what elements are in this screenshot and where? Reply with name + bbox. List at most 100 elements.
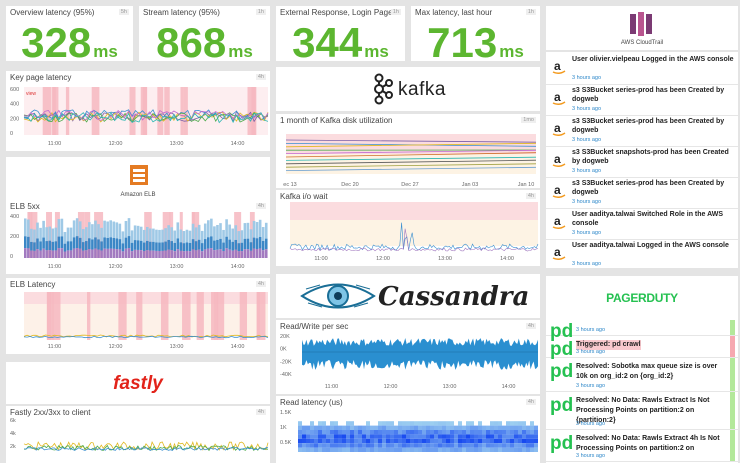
heatmap-cell bbox=[374, 443, 378, 448]
bar-segment bbox=[203, 239, 207, 250]
heatmap-cell bbox=[318, 447, 322, 452]
bar-segment bbox=[109, 220, 112, 238]
event-time[interactable]: 3 hours ago bbox=[576, 421, 606, 427]
bar-segment bbox=[33, 242, 36, 251]
bar-segment bbox=[152, 250, 155, 258]
heatmap-cell bbox=[386, 447, 390, 452]
fastly-2xx-widget[interactable]: Fastly 2xx/3xx to client 4h 6k 4k 2k bbox=[6, 406, 270, 463]
bar-segment bbox=[72, 237, 76, 249]
x-tick-label: Jan 10 bbox=[518, 182, 535, 188]
event-text: s3 S3Bucket series-prod has been Created… bbox=[572, 118, 725, 134]
heatmap-cell bbox=[438, 443, 442, 448]
bar-segment bbox=[225, 219, 228, 237]
heatmap-cell bbox=[510, 430, 514, 435]
kafka-io-widget[interactable]: Kafka i/o wait 4h 11:00 12:00 13:00 14:00 bbox=[276, 190, 540, 266]
heatmap-cell bbox=[350, 430, 354, 435]
event-time[interactable]: 3 hours ago bbox=[572, 137, 602, 143]
event-time[interactable]: 3 hours ago bbox=[576, 327, 606, 333]
event-time[interactable]: 3 hours ago bbox=[572, 199, 602, 205]
bar-segment bbox=[191, 223, 195, 240]
bar-segment bbox=[115, 238, 119, 250]
heatmap-cell bbox=[410, 421, 414, 426]
event-time[interactable]: 3 hours ago bbox=[576, 453, 606, 459]
max-latency-widget[interactable]: Max latency, last hour 1h 713 ms bbox=[411, 6, 540, 61]
heatmap-cell bbox=[534, 438, 538, 444]
heatmap-cell bbox=[362, 434, 366, 439]
cloudtrail-event[interactable]: a s3 S3Bucket snapshots-prod has been Cre… bbox=[546, 145, 738, 178]
amazon-icon: a bbox=[552, 245, 566, 261]
cassandra-rw-widget[interactable]: Read/Write per sec 4h 20K 0K -20K -40K 11:00… bbox=[276, 320, 540, 394]
heatmap-cell bbox=[394, 425, 398, 430]
cloudtrail-event[interactable]: a User aaditya.talwai Switched Role in th… bbox=[546, 207, 738, 240]
external-response-widget[interactable]: External Response, Login Page 1h 344 ms bbox=[276, 6, 405, 61]
bar-segment bbox=[66, 250, 70, 258]
bar-segment bbox=[176, 222, 180, 239]
x-tick-label: 13:00 bbox=[443, 384, 457, 390]
cloudtrail-event[interactable]: a s3 S3Bucket series-prod has been Create… bbox=[546, 83, 738, 116]
y-tick-label: 1K bbox=[280, 425, 287, 431]
elb-5xx-chart: 400 200 0 11:00 12:00 13:00 14:00 bbox=[10, 212, 268, 270]
cloudtrail-event[interactable]: a User olivier.vielpeau Logged in the AWS… bbox=[546, 52, 738, 85]
alert-band bbox=[256, 292, 266, 340]
x-tick-label: 14:00 bbox=[502, 384, 516, 390]
kafka-disk-widget[interactable]: 1 month of Kafka disk utilization 1mo ec… bbox=[276, 114, 540, 188]
heatmap-cell bbox=[466, 430, 470, 435]
event-time[interactable]: 3 hours ago bbox=[572, 75, 602, 81]
amazon-icon: a bbox=[552, 183, 566, 199]
heatmap-cell bbox=[306, 430, 310, 435]
bar-segment bbox=[188, 251, 192, 258]
event-time[interactable]: 3 hours ago bbox=[576, 349, 606, 355]
bar-segment bbox=[249, 250, 253, 258]
event-time[interactable]: 3 hours ago bbox=[572, 261, 602, 267]
elb-5xx-widget[interactable]: ELB 5xx 4h 400 200 0 11:00 12:00 13:00 14:00 bbox=[6, 200, 270, 274]
heatmap-cell bbox=[354, 438, 358, 444]
bar-segment bbox=[182, 243, 186, 252]
pagerduty-event[interactable]: pd 3 hours ago bbox=[546, 320, 738, 341]
pagerduty-event[interactable]: pd Triggered: pd crawl 3 hours ago bbox=[546, 336, 738, 359]
series-line bbox=[23, 334, 269, 338]
cloudtrail-event-stream[interactable]: a User olivier.vielpeau Logged in the AWS… bbox=[546, 52, 738, 268]
alert-band bbox=[182, 292, 191, 340]
key-page-latency-widget[interactable]: Key page latency 4h view 600 400 200 0 11:00 1… bbox=[6, 71, 270, 151]
cloudtrail-event[interactable]: a s3 S3Bucket series-prod has been Create… bbox=[546, 176, 738, 209]
heatmap-cell bbox=[334, 425, 338, 430]
key-page-latency-chart: view 600 400 200 0 11:00 12:00 13:00 14:00 bbox=[10, 87, 269, 147]
elb-latency-widget[interactable]: ELB Latency 4h 11:00 12:00 13:00 14:00 bbox=[6, 278, 270, 354]
bar-segment bbox=[149, 241, 152, 251]
y-tick-label: -20K bbox=[280, 359, 292, 365]
bar-segment bbox=[139, 240, 143, 251]
heatmap-cell bbox=[474, 425, 478, 430]
cloudtrail-event[interactable]: a User aaditya.talwai Logged in the AWS c… bbox=[546, 238, 738, 268]
event-time[interactable]: 3 hours ago bbox=[572, 106, 602, 112]
cassandra-read-latency-widget[interactable]: Read latency (us) 4h 1.5K 1K 0.5K bbox=[276, 396, 540, 463]
heatmap-cell bbox=[490, 421, 494, 426]
bar-segment bbox=[188, 242, 192, 252]
heatmap-cell bbox=[326, 447, 330, 452]
heatmap-cell bbox=[474, 447, 478, 452]
heatmap-cell bbox=[386, 443, 390, 448]
event-time[interactable]: 3 hours ago bbox=[576, 383, 606, 389]
heatmap-cell bbox=[350, 447, 354, 452]
overview-latency-widget[interactable]: Overview latency (95%) 5h 328 ms bbox=[6, 6, 133, 61]
heatmap-cell bbox=[422, 434, 426, 439]
heatmap-cell bbox=[382, 421, 386, 426]
bar-segment bbox=[54, 227, 58, 242]
cloudtrail-icon bbox=[630, 12, 652, 36]
stream-latency-widget[interactable]: Stream latency (95%) 1h 868 ms bbox=[139, 6, 270, 61]
heatmap-cell bbox=[422, 447, 426, 452]
heatmap-cell bbox=[534, 443, 538, 448]
bar-segment bbox=[243, 249, 247, 258]
event-time[interactable]: 3 hours ago bbox=[572, 168, 602, 174]
pagerduty-event[interactable]: pd Resolved: No Data: Rawls Extract 4h Is… bbox=[546, 430, 738, 462]
heatmap-cell bbox=[330, 447, 334, 452]
amazon-icon: a bbox=[552, 152, 566, 168]
pagerduty-event[interactable]: pd Resolved: No Data: Rawls Extract Is No… bbox=[546, 392, 738, 430]
event-time[interactable]: 3 hours ago bbox=[572, 230, 602, 236]
bar-segment bbox=[133, 225, 137, 241]
pagerduty-event-stream[interactable]: pd 3 hours ago pd Triggered: pd crawl 3 hour… bbox=[546, 320, 738, 463]
heatmap-cell bbox=[314, 434, 318, 439]
heatmap-cell bbox=[310, 425, 314, 430]
pagerduty-event[interactable]: pd Resolved: Sobotka max queue size is ov… bbox=[546, 358, 738, 392]
heatmap-cell bbox=[374, 438, 378, 444]
cloudtrail-event[interactable]: a s3 S3Bucket series-prod has been Create… bbox=[546, 114, 738, 147]
